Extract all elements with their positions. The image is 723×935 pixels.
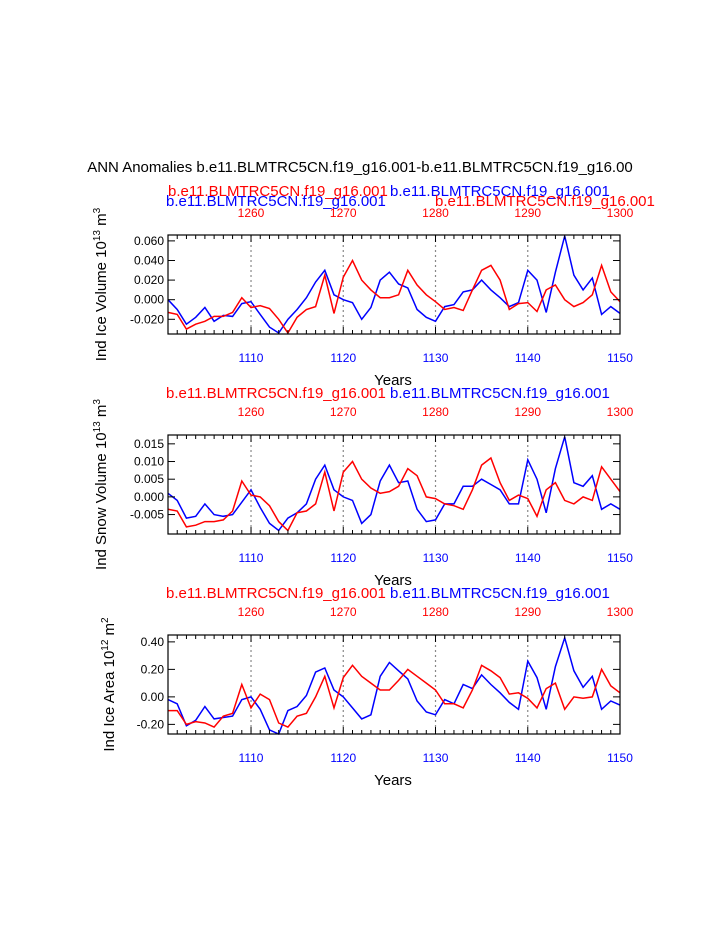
x-tick-label: 1110 [239, 751, 264, 765]
y-tick-label: -0.005 [130, 508, 164, 522]
y-tick-label: 0.015 [134, 437, 164, 451]
y-axis-title-main: Ind Ice Volume 10 [93, 241, 110, 361]
y-axis-title-exp: 13 [92, 421, 103, 433]
x-top-tick-label: 1260 [238, 206, 265, 220]
panel-3: b.e11.BLMTRC5CN.f19_g16.001 b.e11.BLMTRC5… [100, 585, 634, 789]
x-top-tick-label: 1300 [607, 405, 634, 419]
y-tick-label: 0.40 [141, 635, 165, 649]
y-axis-title-unit: m [93, 405, 110, 422]
x-top-tick-label: 1280 [422, 206, 449, 220]
x-top-tick-label: 1290 [514, 405, 541, 419]
y-tick-label: 0.040 [134, 253, 164, 267]
series-line-blue [167, 635, 621, 736]
y-axis-title-unit-exp: 3 [92, 399, 103, 405]
x-axis-title: Years [374, 572, 412, 589]
series-line-red [167, 258, 621, 335]
y-axis-title-unit: m [101, 623, 118, 640]
x-tick-label: 1110 [239, 551, 264, 565]
y-tick-label: -0.020 [130, 312, 164, 326]
y-axis-title-exp: 13 [92, 230, 103, 242]
x-tick-label: 1120 [330, 551, 356, 565]
x-top-tick-label: 1260 [238, 405, 265, 419]
top-left-label-blue: b.e11.BLMTRC5CN.f19_g16.001 [166, 585, 386, 602]
top-left-label-blue: b.e11.BLMTRC5CN.f19_g16.001 [166, 385, 386, 402]
x-tick-label: 1150 [607, 551, 633, 565]
y-axis-title-unit: m [93, 213, 110, 230]
x-top-tick-label: 1280 [422, 605, 449, 619]
top-right-label-red: b.e11.BLMTRC5CN.f19_g16.001 [435, 193, 655, 210]
y-tick-label: 0.000 [134, 490, 164, 504]
x-tick-label: 1130 [423, 551, 449, 565]
top-right-label-blue: b.e11.BLMTRC5CN.f19_g16.001 [390, 385, 610, 402]
x-top-tick-label: 1270 [330, 605, 357, 619]
y-axis-title: Ind Ice Area 1012 m2 [100, 617, 118, 752]
y-tick-label: 0.00 [141, 690, 165, 704]
top-right-label-blue: b.e11.BLMTRC5CN.f19_g16.001 [390, 183, 610, 200]
x-top-tick-label: 1300 [607, 605, 634, 619]
x-top-tick-label: 1300 [607, 206, 634, 220]
x-tick-label: 1140 [515, 551, 541, 565]
x-top-tick-label: 1280 [422, 405, 449, 419]
y-tick-label: 0.20 [141, 662, 165, 676]
y-axis-title-unit-exp: 2 [100, 617, 111, 623]
x-tick-label: 1130 [423, 351, 449, 365]
y-tick-label: 0.000 [134, 293, 164, 307]
x-top-tick-label: 1270 [330, 405, 357, 419]
plot-frame [167, 634, 621, 735]
y-axis-title-unit-exp: 3 [92, 207, 103, 213]
top-left-label-red: b.e11.BLMTRC5CN.f19_g16.001 [168, 183, 388, 200]
x-tick-label: 1140 [515, 351, 541, 365]
plot-frame [167, 234, 621, 335]
series-line-red [167, 456, 621, 532]
x-tick-label: 1140 [515, 751, 541, 765]
x-top-tick-label: 1270 [330, 206, 357, 220]
y-tick-label: 0.010 [134, 455, 164, 469]
x-axis-title: Years [374, 372, 412, 389]
x-tick-label: 1150 [607, 751, 633, 765]
x-top-tick-label: 1290 [514, 206, 541, 220]
y-axis-title-main: Ind Snow Volume 10 [93, 432, 110, 570]
top-left-label-blue: b.e11.BLMTRC5CN.f19_g16.001 [166, 193, 386, 210]
y-axis-title: Ind Ice Volume 1013 m3 [92, 207, 110, 361]
x-top-tick-label: 1260 [238, 605, 265, 619]
y-tick-label: 0.060 [134, 234, 164, 248]
y-axis-title-main: Ind Ice Area 10 [101, 651, 118, 752]
x-tick-label: 1120 [330, 751, 356, 765]
panel-1: b.e11.BLMTRC5CN.f19_g16.001b.e11.BLMTRC5… [92, 183, 655, 389]
series-line-blue [167, 235, 621, 335]
x-tick-label: 1120 [330, 351, 356, 365]
series-line-red [168, 664, 621, 729]
x-top-tick-label: 1290 [514, 605, 541, 619]
x-axis-title: Years [374, 772, 412, 789]
top-right-label-blue: b.e11.BLMTRC5CN.f19_g16.001 [390, 585, 610, 602]
x-tick-label: 1110 [239, 351, 264, 365]
y-axis-title-exp: 12 [100, 639, 111, 651]
y-axis-title: Ind Snow Volume 1013 m3 [92, 399, 110, 570]
x-tick-label: 1150 [607, 351, 633, 365]
panel-2: b.e11.BLMTRC5CN.f19_g16.001 b.e11.BLMTRC5… [92, 385, 634, 589]
x-tick-label: 1130 [423, 751, 449, 765]
chart-title: ANN Anomalies b.e11.BLMTRC5CN.f19_g16.00… [87, 159, 633, 176]
y-tick-label: -0.20 [137, 717, 165, 731]
y-tick-label: 0.005 [134, 472, 164, 486]
plot-frame [167, 434, 621, 535]
series-line-blue [167, 436, 621, 532]
y-tick-label: 0.020 [134, 273, 164, 287]
